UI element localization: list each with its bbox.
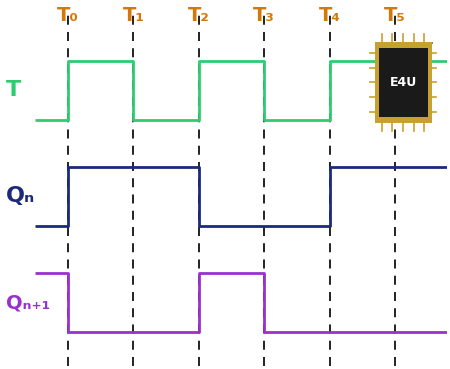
Text: T₀: T₀ <box>57 6 79 25</box>
Bar <box>378 48 428 117</box>
Text: Qₙ: Qₙ <box>6 186 35 206</box>
Text: T₂: T₂ <box>188 6 210 25</box>
Text: T₁: T₁ <box>122 6 144 25</box>
Text: T₄: T₄ <box>319 6 341 25</box>
Text: Qₙ₊₁: Qₙ₊₁ <box>6 293 50 312</box>
Text: T: T <box>6 80 21 100</box>
Text: T₅: T₅ <box>384 6 406 25</box>
Bar <box>375 42 432 123</box>
Text: T₃: T₃ <box>253 6 275 25</box>
Text: E4U: E4U <box>390 76 417 89</box>
